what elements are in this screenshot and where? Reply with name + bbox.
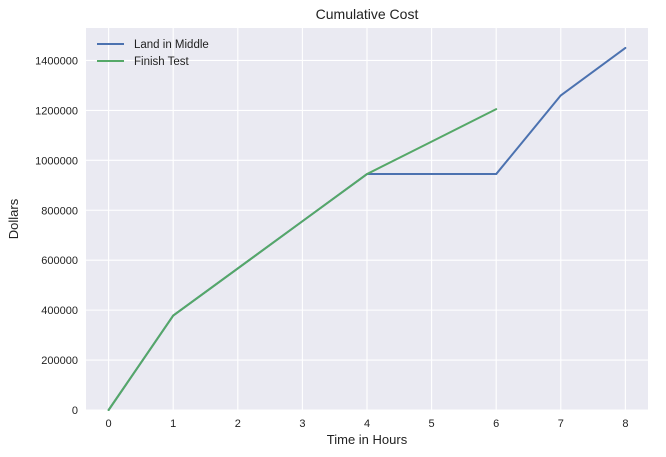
x-tick-label: 2 [235,418,241,430]
x-tick-label: 0 [106,418,112,430]
x-tick-label: 1 [170,418,176,430]
y-tick-label: 1000000 [35,155,78,167]
grid [86,28,648,411]
x-tick-label: 5 [429,418,435,430]
y-tick-label: 200000 [41,355,78,367]
chart-title: Cumulative Cost [316,6,419,22]
x-tick-label: 7 [558,418,564,430]
series-line-2 [107,108,498,411]
y-tick-label: 0 [72,405,78,417]
series-layer [107,46,627,411]
x-tick-label: 4 [364,418,370,430]
y-tick-label: 1400000 [35,55,78,67]
x-axis-title: Time in Hours [327,432,408,447]
y-tick-label: 1200000 [35,105,78,117]
x-tick-label: 8 [622,418,628,430]
legend-label-2: Finish Test [134,56,190,68]
y-tick-label: 400000 [41,305,78,317]
y-tick-label: 800000 [41,205,78,217]
legend: Land in Middle Finish Test [97,39,209,68]
y-axis-ticks: 0 200000 400000 600000 800000 1000000 1200000 1… [35,55,78,417]
legend-label-1: Land in Middle [134,39,209,51]
x-tick-label: 6 [493,418,499,430]
y-axis-title: Dollars [6,198,21,239]
y-tick-label: 600000 [41,255,78,267]
x-tick-label: 3 [299,418,305,430]
x-axis-ticks: 0 1 2 3 4 5 6 7 8 [106,418,629,430]
